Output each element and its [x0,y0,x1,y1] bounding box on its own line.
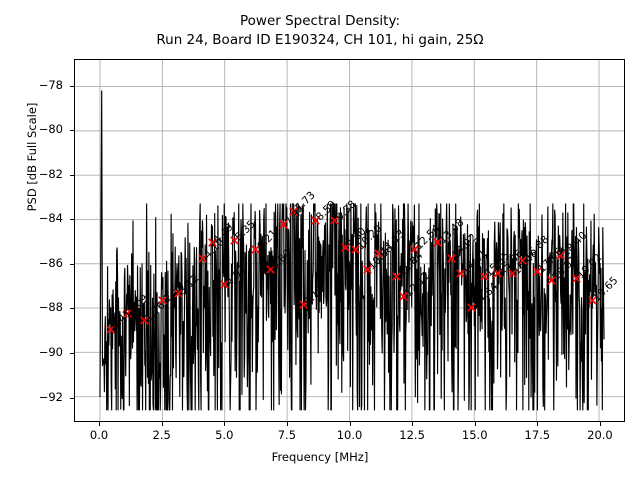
peak-marker [198,253,208,263]
x-tick-label: 15.0 [461,428,488,442]
y-tick-label: −80 [38,122,63,137]
peak-annotation: 8.59 [313,198,339,224]
peak-marker [220,280,229,290]
x-tick-label: 2.5 [152,428,171,442]
peak-marker [399,291,408,301]
y-tick-label: −84 [38,211,63,226]
peak-marker [106,325,115,334]
peak-annotation: 3.12 [176,272,202,298]
x-tick [537,422,539,426]
y-tick [70,263,74,265]
y-tick [70,130,74,132]
peak-annotation: 9.38 [333,198,359,224]
peak-annotation: 6.21 [254,227,280,253]
y-tick-label: −78 [38,77,63,92]
x-tick-label: 17.5 [524,428,551,442]
plot-area: 0.41 1.09 1.76 2.50 3.12 4.10 4.49 4.97 5.35 6.21… [74,59,625,422]
peak-marker [341,242,350,252]
x-tick-label: 7.5 [277,428,297,442]
peak-annotation: 6.80 [269,247,295,273]
peak-marker-layer [75,60,624,421]
peak-marker [546,276,556,285]
peak-marker [123,309,132,319]
peak-marker [518,256,528,265]
peak-marker [289,207,298,216]
peak-marker [251,244,260,254]
peak-marker [507,269,517,279]
peak-annotation: 14.84 [470,280,501,311]
peak-marker [330,216,340,225]
peak-marker [266,265,275,274]
x-tick-label: 0.0 [89,428,109,442]
y-tick [70,85,74,87]
psd-trace [99,90,605,411]
peak-marker [139,316,149,325]
peak-annotation-layer: 0.41 1.09 1.76 2.50 3.12 4.10 4.49 4.97 5.35 6.21… [75,60,624,421]
peak-annotation: 18.40 [559,229,590,260]
y-tick-label: −82 [38,166,63,181]
peak-marker [362,265,372,274]
peak-marker [480,271,489,281]
peak-marker [279,220,289,230]
y-tick-label: −88 [38,300,63,315]
x-tick-label: 5.0 [215,428,234,442]
x-tick [474,422,476,426]
peak-marker [492,269,502,279]
y-axis-label: PSD [dB Full Scale] [25,102,39,212]
peak-marker [446,253,456,263]
peak-marker [173,289,183,299]
y-tick-label: −90 [38,344,63,359]
peak-annotation: 5.35 [232,218,258,244]
y-tick-label: −86 [38,255,63,270]
y-tick-label: −92 [38,389,63,404]
peak-marker [572,273,581,283]
x-tick-label: 10.0 [336,428,363,442]
x-tick [224,422,226,426]
x-tick [99,422,101,426]
peak-annotation: 8.11 [301,283,327,309]
x-tick [412,422,414,426]
peak-marker [467,302,477,312]
peak-marker [158,296,167,305]
peak-marker [310,216,320,225]
y-tick [70,174,74,176]
peak-marker [533,267,542,276]
x-tick-label: 20.0 [587,428,613,442]
peak-marker [556,251,566,261]
peak-marker [433,238,442,247]
peak-marker [208,238,217,247]
peak-marker [298,300,308,310]
y-tick [70,219,74,221]
peak-marker [392,271,401,281]
x-axis-label: Frequency [MHz] [271,450,369,464]
x-tick [349,422,351,426]
peak-marker [229,236,239,245]
peak-marker [351,244,360,254]
y-tick [70,352,74,354]
peak-annotation: 4.97 [223,263,249,289]
peak-marker [409,244,419,254]
peak-marker [374,249,384,259]
x-tick-label: 12.5 [399,428,425,442]
x-tick [286,422,288,426]
y-tick [70,308,74,310]
peak-annotation: 19.02 [575,251,605,282]
x-tick [161,422,163,426]
y-tick [70,397,74,399]
chart-title: Power Spectral Density: Run 24, Board ID… [156,13,484,48]
x-tick [599,422,601,426]
peak-marker [456,269,466,279]
peak-marker [587,296,597,305]
peak-annotation: 19.65 [590,273,621,304]
